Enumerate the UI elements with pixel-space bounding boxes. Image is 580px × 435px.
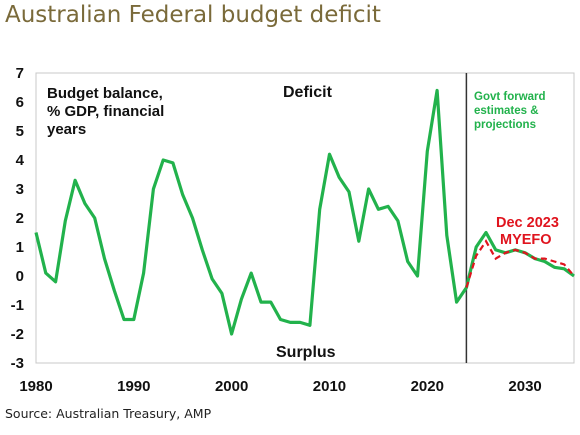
myefo-label-line-1: Dec 2023 [496,215,559,231]
y-label-line-2: % GDP, financial [47,103,164,120]
x-tick-label: 2010 [313,378,346,395]
y-label-line-3: years [47,121,86,138]
y-tick-label: 5 [16,123,24,140]
series-line-actual [34,88,575,336]
y-tick-label: 2 [16,210,24,227]
forward-label-line-1: Govt forward [474,91,546,103]
y-tick-label: -1 [11,297,24,314]
myefo-label-line-2: MYEFO [500,232,552,248]
y-tick-label: 1 [16,239,24,256]
y-tick-label: 0 [16,268,24,285]
x-axis: 1980 1990 2000 2010 2020 2030 [19,378,541,395]
y-label-line-1: Budget balance, [47,85,163,102]
source-note: Source: Australian Treasury, AMP [5,406,212,421]
forward-label-line-2: estimates & [474,105,539,117]
y-tick-label: 6 [16,94,24,111]
y-axis: 7 6 5 4 3 2 1 0 -1 -2 -3 [11,65,25,372]
series-line-myefo [465,239,575,288]
y-tick-label: 7 [16,65,24,82]
y-tick-label: -2 [11,326,24,343]
x-tick-label: 2020 [411,378,444,395]
page-title: Australian Federal budget deficit [5,2,381,28]
deficit-label: Deficit [283,84,333,101]
x-tick-label: 2030 [508,378,541,395]
y-tick-label: 3 [16,181,24,198]
y-tick-label: 4 [16,152,25,169]
forward-label-line-3: projections [474,119,536,131]
plot-border [35,72,575,364]
x-tick-label: 1990 [117,378,150,395]
y-tick-label: -3 [11,355,24,372]
x-tick-label: 2000 [215,378,248,395]
x-tick-label: 1980 [19,378,52,395]
surplus-label: Surplus [276,344,336,361]
